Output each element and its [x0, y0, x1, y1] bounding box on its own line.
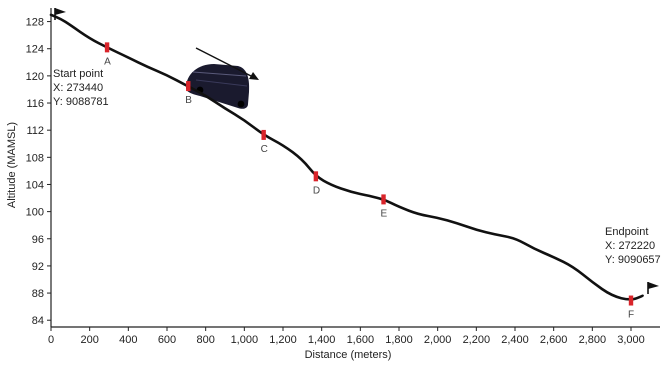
x-tick-label: 1,600 [347, 334, 375, 346]
x-tick-label: 1,800 [385, 334, 413, 346]
y-tick-label: 96 [32, 234, 44, 246]
waypoint-marker-b [186, 81, 191, 92]
waypoint-label-d: D [313, 185, 320, 196]
x-tick-label: 1,400 [308, 334, 336, 346]
x-tick-label: 1,200 [269, 334, 297, 346]
waypoint-label-c: C [261, 144, 268, 155]
end-flag-icon [647, 282, 659, 294]
x-tick-label: 1,000 [231, 334, 259, 346]
waypoint-label-b: B [185, 95, 192, 106]
x-tick-label: 2,000 [424, 334, 452, 346]
endpoint-x: X: 272220 [605, 240, 655, 252]
start-point-x: X: 273440 [53, 82, 103, 94]
y-tick-label: 104 [26, 179, 44, 191]
bus-icon [186, 64, 250, 109]
y-tick-label: 128 [26, 17, 44, 29]
x-tick-label: 2,200 [463, 334, 491, 346]
x-axis-title: Distance (meters) [305, 349, 392, 361]
x-tick-label: 400 [119, 334, 137, 346]
x-tick-label: 2,400 [501, 334, 529, 346]
waypoint-label-f: F [628, 310, 634, 321]
start-point-y: Y: 9088781 [53, 96, 109, 108]
endpoint-title: Endpoint [605, 226, 648, 238]
waypoint-marker-f [628, 295, 634, 306]
waypoint-marker-e [381, 194, 386, 205]
x-tick-label: 0 [48, 334, 54, 346]
y-ticks: 84 88 92 96 100 104 108 112 116 120 124 128 [26, 17, 51, 327]
x-tick-label: 2,600 [540, 334, 568, 346]
y-tick-label: 116 [26, 98, 44, 110]
x-tick-label: 3,000 [617, 334, 645, 346]
direction-arrow [195, 47, 259, 80]
x-tick-label: 200 [80, 334, 98, 346]
y-tick-label: 92 [32, 261, 44, 273]
start-point-title: Start point [53, 68, 103, 80]
y-tick-label: 88 [32, 288, 44, 300]
x-tick-label: 800 [196, 334, 214, 346]
start-flag-icon [54, 8, 66, 20]
waypoints: A B C D E F [104, 42, 634, 321]
endpoint-note: Endpoint X: 272220 Y: 9090657 [605, 226, 661, 266]
y-axis-title: Altitude (MAMSL) [6, 122, 18, 208]
y-tick-label: 108 [26, 152, 44, 164]
y-tick-label: 124 [26, 44, 44, 56]
y-tick-label: 84 [32, 315, 44, 327]
waypoint-label-e: E [381, 208, 388, 219]
endpoint-y: Y: 9090657 [605, 254, 661, 266]
altitude-profile-line [49, 13, 644, 301]
y-tick-label: 100 [26, 207, 44, 219]
y-tick-label: 112 [26, 125, 44, 137]
start-point-note: Start point X: 273440 Y: 9088781 [53, 68, 109, 108]
waypoint-marker-a [104, 42, 110, 53]
waypoint-label-a: A [104, 56, 111, 67]
axes [50, 8, 660, 328]
y-tick-label: 120 [26, 71, 44, 83]
waypoint-marker-c [261, 129, 266, 140]
x-ticks: 0 200 400 600 800 1,000 1,200 1,400 1,600 1,800 2,… [48, 327, 645, 346]
waypoint-marker-d [313, 171, 319, 182]
x-tick-label: 600 [158, 334, 176, 346]
x-tick-label: 2,800 [579, 334, 607, 346]
